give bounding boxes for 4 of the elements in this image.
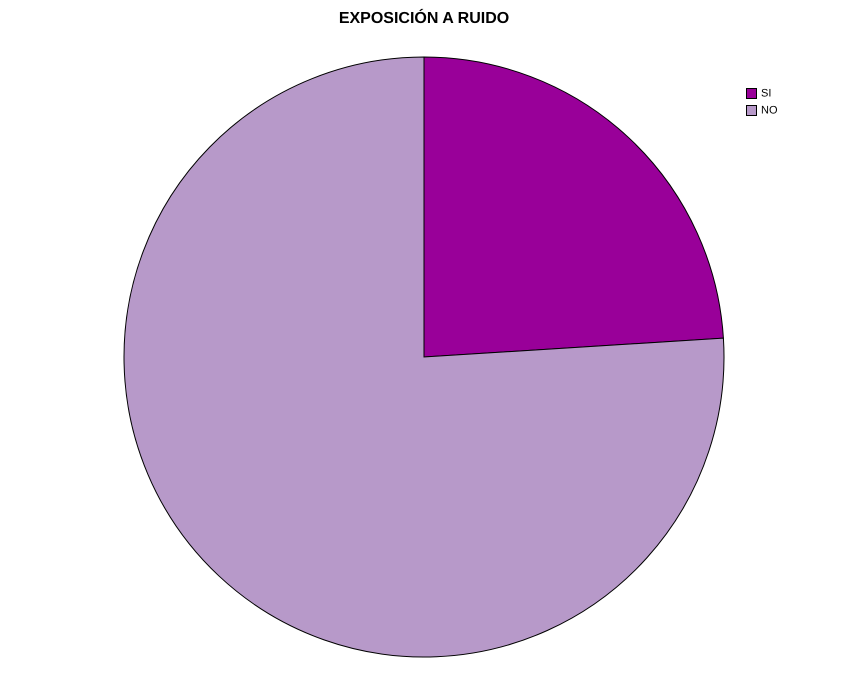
legend-label: SI [761, 88, 772, 100]
chart-title: EXPOSICIÓN A RUIDO [338, 8, 510, 27]
legend-label: NO [761, 104, 778, 116]
pie-slice [124, 56, 724, 658]
